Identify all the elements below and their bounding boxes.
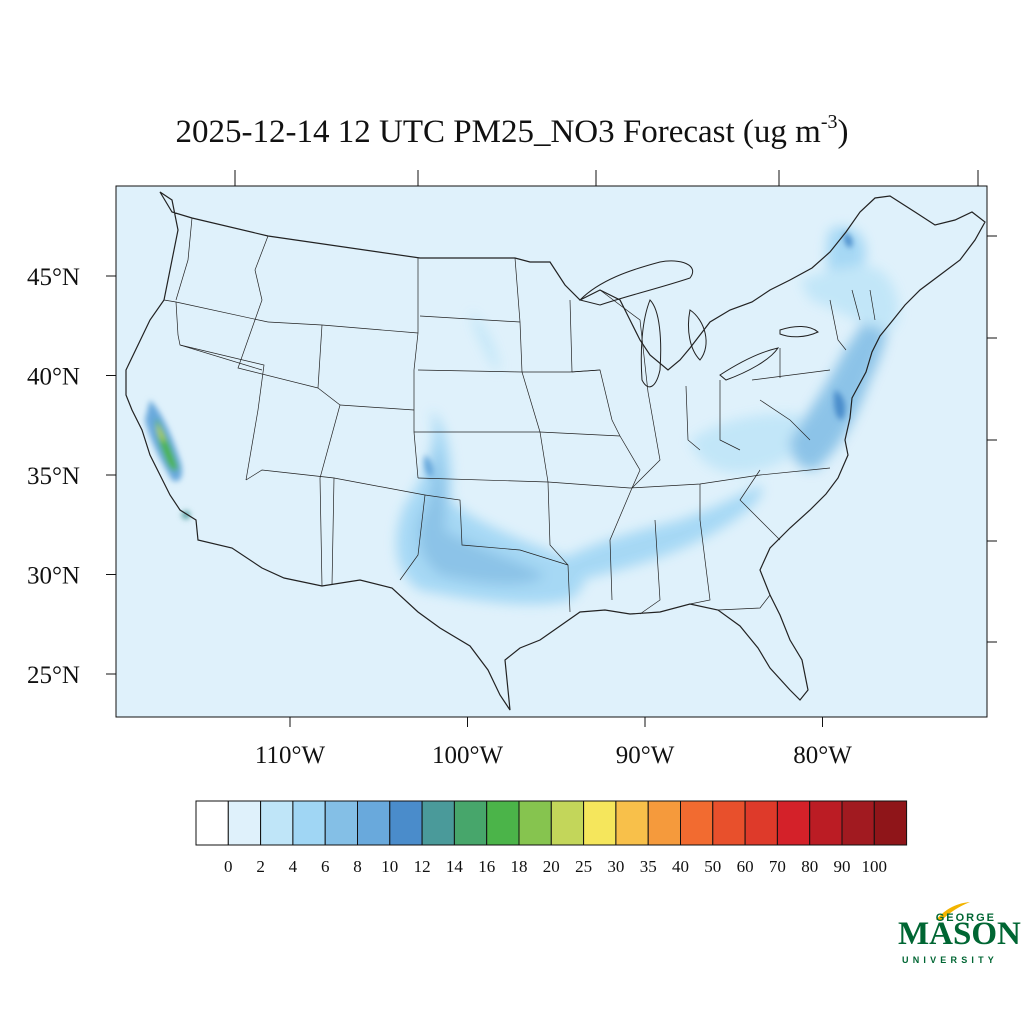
plume-central-valley-peak — [157, 423, 165, 442]
colorbar-label: 80 — [801, 857, 818, 876]
map-ticks — [106, 170, 997, 727]
colorbar-swatch — [292, 800, 326, 846]
plume-chesapeake — [833, 390, 846, 420]
title-close: ) — [837, 114, 849, 150]
colorbar-label: 20 — [543, 857, 560, 876]
colorbar-swatch — [873, 800, 908, 846]
lake-ontario — [779, 326, 819, 338]
logo-university: UNIVERSITY — [902, 955, 999, 965]
colorbar-swatch — [550, 800, 585, 846]
latitude-labels: 45°N 40°N 35°N 30°N 25°N — [27, 264, 80, 689]
colorbar-labels: 0 2 4 6 8 10 12 14 16 18 20 25 30 35 40 50 60 70 80 90 100 — [224, 857, 887, 876]
longitude-labels: 110°W 100°W 90°W 80°W — [255, 742, 852, 769]
lat-label: 30°N — [27, 563, 80, 590]
lake-erie — [719, 347, 780, 381]
colorbar-swatch — [809, 800, 843, 846]
plume-ohio-valley — [690, 413, 808, 473]
lat-label: 45°N — [27, 264, 80, 291]
colorbar-label: 40 — [672, 857, 689, 876]
colorbar-swatch — [389, 800, 423, 846]
lon-label: 80°W — [793, 742, 852, 769]
colorbar-swatch — [776, 800, 811, 846]
title-text: 2025-12-14 12 UTC PM25_NO3 Forecast (ug … — [175, 114, 821, 150]
colorbar-swatch — [227, 800, 262, 846]
lon-label: 90°W — [616, 742, 675, 769]
colorbar-swatch — [712, 800, 746, 846]
lake-superior — [579, 260, 693, 306]
lon-label: 100°W — [432, 742, 503, 769]
colorbar-label: 8 — [353, 857, 362, 876]
colorbar-label: 90 — [834, 857, 851, 876]
swoosh-icon — [936, 902, 970, 920]
colorbar-label: 10 — [381, 857, 398, 876]
plume-boston — [844, 232, 853, 248]
gmu-logo: GEORGE MASON UNIVERSITY — [898, 898, 1021, 968]
colorbar-label: 6 — [321, 857, 330, 876]
colorbar-swatch — [195, 800, 229, 846]
plume-pacific-nw — [470, 310, 500, 371]
plume-southern-plains-core — [418, 440, 545, 585]
colorbar-swatch — [615, 800, 649, 846]
colorbar-swatch — [680, 800, 714, 846]
plume-east-coast — [790, 290, 889, 470]
lat-label: 35°N — [27, 463, 80, 490]
colorbar-swatch — [453, 800, 488, 846]
colorbar — [195, 800, 908, 846]
colorbar-label: 30 — [607, 857, 624, 876]
colorbar-label: 0 — [224, 857, 233, 876]
colorbar-label: 12 — [414, 857, 431, 876]
colorbar-swatch — [583, 800, 617, 846]
colorbar-label: 18 — [511, 857, 528, 876]
state-lines — [163, 217, 876, 615]
map-boundaries — [125, 191, 986, 711]
map-title: 2025-12-14 12 UTC PM25_NO3 Forecast (ug … — [0, 111, 1024, 153]
colorbar-label: 70 — [769, 857, 786, 876]
colorbar-label: 60 — [737, 857, 754, 876]
colorbar-swatch — [357, 800, 391, 846]
colorbar-label: 14 — [446, 857, 464, 876]
colorbar-swatch — [841, 800, 875, 846]
logo-george: GEORGE — [935, 912, 996, 924]
colorbar-label: 2 — [256, 857, 265, 876]
colorbar-swatch — [518, 800, 552, 846]
colorbar-label: 16 — [478, 857, 495, 876]
colorbar-swatch — [744, 800, 778, 846]
colorbar-label: 4 — [289, 857, 298, 876]
colorbar-swatch — [324, 800, 359, 846]
colorbar-label: 25 — [575, 857, 592, 876]
colorbar-swatch — [260, 800, 294, 846]
lat-label: 40°N — [27, 364, 80, 391]
lake-huron — [687, 309, 707, 361]
plume-texas-panhandle — [423, 455, 434, 478]
logo-mason: MASON — [898, 916, 1021, 952]
colorbar-label: 50 — [704, 857, 721, 876]
title-superscript: -3 — [820, 111, 838, 133]
colorbar-swatch — [421, 800, 455, 846]
colorbar-label: 100 — [862, 857, 888, 876]
lake-michigan — [640, 299, 662, 388]
plume-central-valley-core — [155, 418, 178, 471]
map-frame — [115, 185, 988, 718]
lat-label: 25°N — [27, 662, 80, 689]
colorbar-swatch — [647, 800, 682, 846]
colorbar-swatch — [486, 800, 520, 846]
lon-label: 110°W — [255, 742, 326, 769]
colorbar-label: 35 — [640, 857, 657, 876]
